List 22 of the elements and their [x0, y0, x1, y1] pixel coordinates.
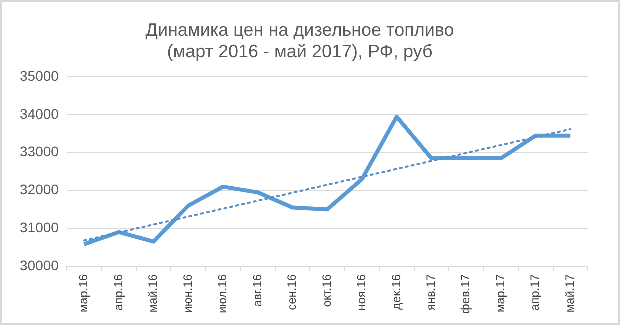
- x-tick-label: окт.16: [320, 274, 334, 308]
- x-tick-label: май.16: [146, 274, 160, 313]
- x-tick-label: мар.17: [493, 274, 508, 313]
- x-tick-label: янв.17: [424, 274, 438, 311]
- x-tick-label: апр.16: [111, 274, 126, 311]
- x-tick-label: дек.16: [389, 274, 404, 310]
- x-tick-label: сен.16: [285, 274, 300, 310]
- x-tick-label: июл.16: [216, 274, 230, 314]
- y-tick-label: 32000: [20, 182, 60, 198]
- y-tick-label: 33000: [20, 144, 60, 160]
- x-tick-label: ноя.16: [354, 274, 369, 311]
- y-tick-label: 30000: [20, 257, 60, 274]
- y-tick-label: 34000: [20, 106, 60, 122]
- x-tick-label: авг.16: [250, 274, 264, 308]
- chart-title: Динамика цен на дизельное топливо (март 2016 - май 2017), РФ, руб: [146, 20, 454, 62]
- y-tick-label: 31000: [20, 219, 60, 236]
- x-tick-label: фев.17: [458, 274, 473, 314]
- y-tick-label: 35000: [20, 68, 60, 84]
- x-tick-label: мар.16: [76, 274, 91, 313]
- x-tick-label: апр.17: [528, 274, 542, 311]
- x-tick-label: июн.16: [180, 274, 195, 314]
- x-tick-label: май.17: [562, 274, 577, 313]
